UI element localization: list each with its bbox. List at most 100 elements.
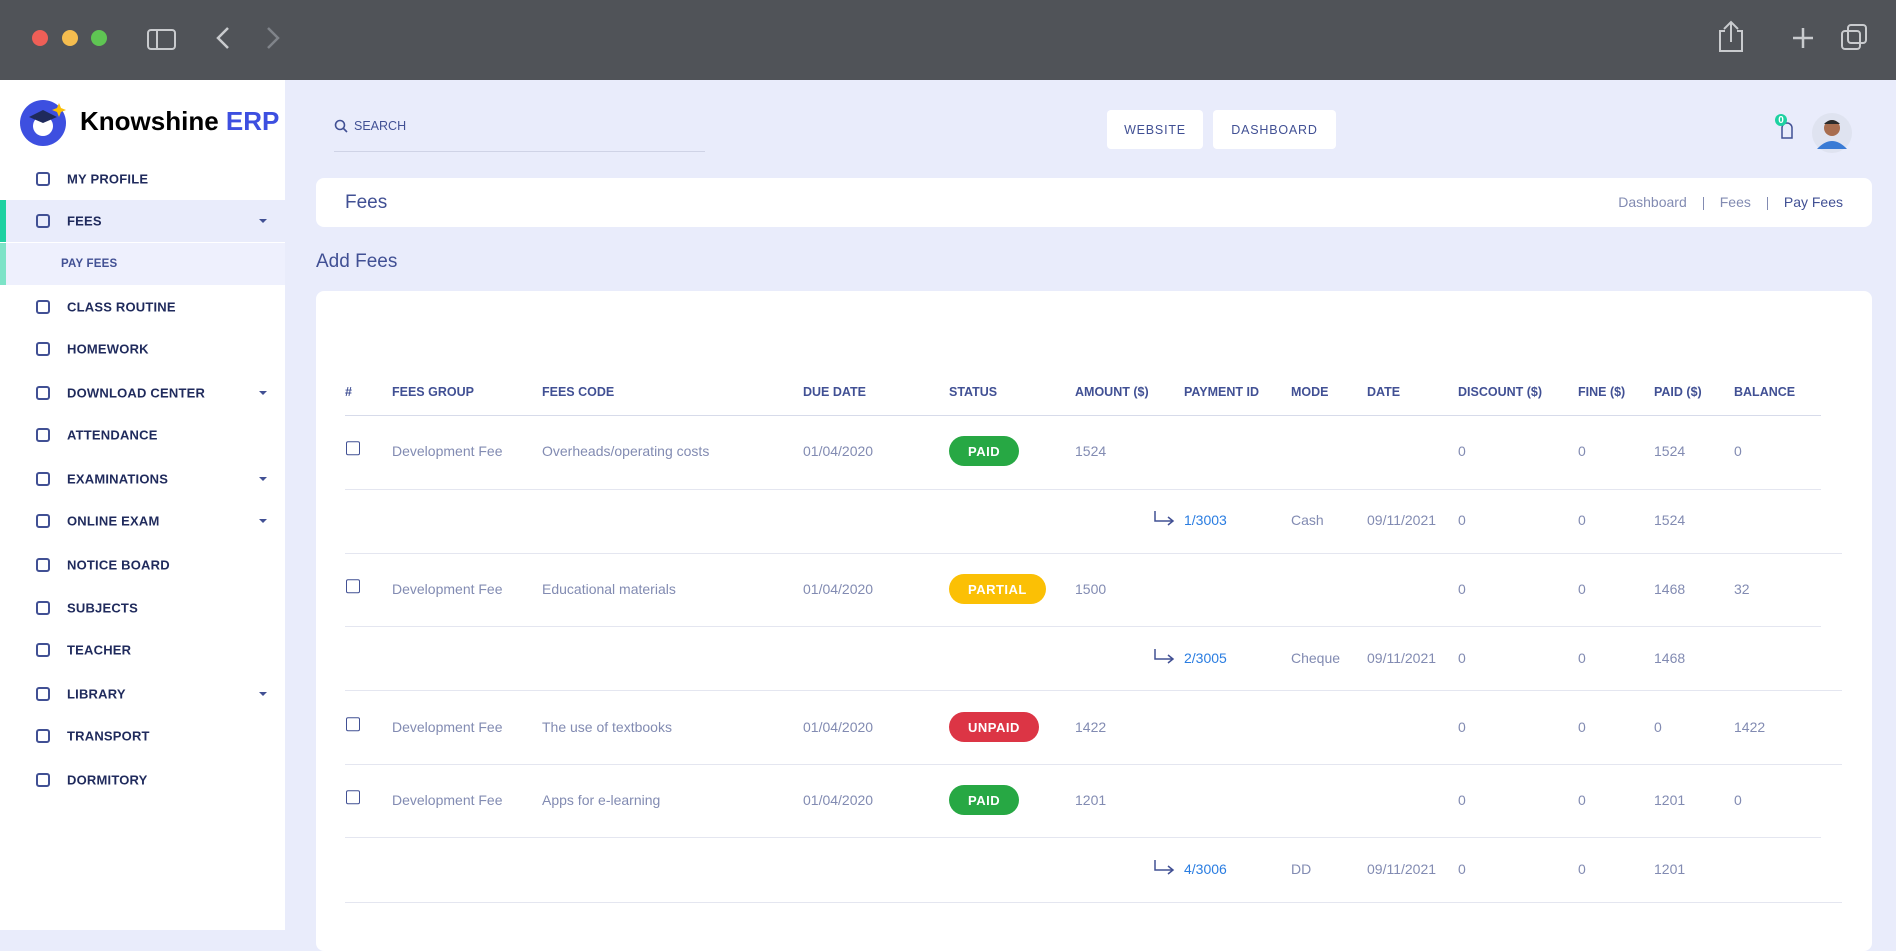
sub-row-arrow bbox=[1154, 511, 1175, 526]
cell-balance: 32 bbox=[1734, 581, 1750, 597]
nav-icon bbox=[36, 643, 50, 657]
search-icon bbox=[334, 119, 348, 133]
cell-group: Development Fee bbox=[392, 443, 503, 459]
dropdown-caret bbox=[259, 477, 267, 481]
column-header: STATUS bbox=[949, 385, 998, 399]
column-header: # bbox=[345, 385, 352, 399]
nav-icon bbox=[36, 687, 50, 701]
cell-paid: 1524 bbox=[1654, 512, 1686, 528]
column-header: AMOUNT ($) bbox=[1075, 385, 1149, 399]
cell-paid: 1468 bbox=[1654, 650, 1686, 666]
nav-item[interactable]: EXAMINATIONS bbox=[67, 471, 169, 487]
breadcrumb-separator bbox=[1702, 196, 1704, 210]
cell-paid: 1201 bbox=[1654, 792, 1686, 808]
cell-code: Overheads/operating costs bbox=[542, 443, 710, 459]
brand-suffix: ERP bbox=[225, 106, 280, 136]
nav-subitem[interactable]: PAY FEES bbox=[61, 258, 118, 270]
dashboard-button[interactable]: DASHBOARD bbox=[1213, 110, 1336, 149]
cell-group: Development Fee bbox=[392, 792, 503, 808]
notification-count: 0 bbox=[1778, 115, 1784, 126]
cell-payment-id[interactable]: 1/3003 bbox=[1184, 512, 1227, 528]
cell-paid: 0 bbox=[1654, 719, 1662, 735]
cell-fine: 0 bbox=[1578, 719, 1586, 735]
cell-fine: 0 bbox=[1578, 443, 1586, 459]
nav-item[interactable]: FEES bbox=[67, 213, 102, 229]
avatar[interactable] bbox=[1812, 113, 1852, 153]
notification-bell[interactable] bbox=[1774, 114, 1800, 144]
sidebar: Knowshine ERP MY PROFILE FEES PAY FEES CLAS… bbox=[0, 80, 285, 930]
cell-amount: 1524 bbox=[1075, 443, 1107, 459]
nav-icon bbox=[36, 729, 50, 743]
nav-item[interactable]: CLASS ROUTINE bbox=[67, 299, 176, 315]
cell-date: 09/11/2021 bbox=[1367, 861, 1437, 877]
cell-balance: 1422 bbox=[1734, 719, 1766, 735]
dropdown-caret bbox=[259, 219, 267, 223]
cell-fine: 0 bbox=[1578, 581, 1586, 597]
nav-icon bbox=[36, 558, 50, 572]
cell-balance: 0 bbox=[1734, 792, 1742, 808]
row-checkbox[interactable] bbox=[346, 717, 360, 732]
cell-payment-id[interactable]: 2/3005 bbox=[1184, 650, 1227, 666]
cell-due-date: 01/04/2020 bbox=[803, 443, 874, 459]
status-badge: PAID bbox=[949, 436, 1020, 466]
nav-item[interactable]: DOWNLOAD CENTER bbox=[67, 385, 206, 401]
cell-fine: 0 bbox=[1578, 861, 1586, 877]
website-button[interactable]: WEBSITE bbox=[1107, 110, 1203, 149]
nav-icon bbox=[36, 773, 50, 787]
cell-discount: 0 bbox=[1458, 650, 1466, 666]
row-checkbox[interactable] bbox=[346, 579, 360, 594]
row-checkbox[interactable] bbox=[346, 790, 360, 805]
nav-item[interactable]: ONLINE EXAM bbox=[67, 513, 160, 529]
status-badge: UNPAID bbox=[949, 712, 1039, 742]
search[interactable]: SEARCH bbox=[334, 106, 705, 152]
nav-icon bbox=[36, 214, 50, 228]
nav-item[interactable]: SUBJECTS bbox=[67, 600, 138, 616]
status-badge: PARTIAL bbox=[949, 574, 1046, 604]
nav-icon bbox=[36, 172, 50, 186]
cell-paid: 1201 bbox=[1654, 861, 1686, 877]
cell-due-date: 01/04/2020 bbox=[803, 719, 874, 735]
row-divider bbox=[345, 626, 1821, 627]
browser-toolbar bbox=[0, 0, 1896, 80]
nav-item[interactable]: NOTICE BOARD bbox=[67, 557, 170, 573]
nav-item[interactable]: ATTENDANCE bbox=[67, 427, 158, 443]
column-header: PAID ($) bbox=[1654, 385, 1702, 399]
logo bbox=[20, 100, 66, 146]
cell-date: 09/11/2021 bbox=[1367, 650, 1437, 666]
dropdown-caret bbox=[259, 391, 267, 395]
cell-fine: 0 bbox=[1578, 792, 1586, 808]
cell-mode: DD bbox=[1291, 861, 1312, 877]
cell-mode: Cheque bbox=[1291, 650, 1341, 666]
cell-payment-id[interactable]: 4/3006 bbox=[1184, 861, 1227, 877]
breadcrumb[interactable]: Dashboard bbox=[1618, 194, 1687, 210]
nav-item[interactable]: DORMITORY bbox=[67, 772, 148, 788]
nav-item[interactable]: HOMEWORK bbox=[67, 341, 149, 357]
breadcrumb[interactable]: Pay Fees bbox=[1783, 194, 1843, 210]
nav-item[interactable]: LIBRARY bbox=[67, 686, 126, 702]
nav-item[interactable]: TRANSPORT bbox=[67, 728, 150, 744]
page-header: Fees Dashboard Fees Pay Fees bbox=[316, 178, 1872, 227]
brand-name: Knowshine bbox=[80, 106, 219, 136]
cell-fine: 0 bbox=[1578, 512, 1586, 528]
row-divider bbox=[345, 837, 1821, 838]
dropdown-caret bbox=[259, 519, 267, 523]
nav-icon bbox=[36, 386, 50, 400]
row-checkbox[interactable] bbox=[346, 441, 360, 456]
cell-code: The use of textbooks bbox=[542, 719, 672, 735]
column-header: FEES CODE bbox=[542, 385, 615, 399]
nav-item[interactable]: TEACHER bbox=[67, 642, 132, 658]
status-badge: PAID bbox=[949, 785, 1020, 815]
sub-row-arrow bbox=[1154, 649, 1175, 664]
column-header: DUE DATE bbox=[803, 385, 866, 399]
nav-item[interactable]: MY PROFILE bbox=[67, 171, 149, 187]
section-title: Add Fees bbox=[316, 251, 398, 272]
cell-paid: 1468 bbox=[1654, 581, 1686, 597]
cell-due-date: 01/04/2020 bbox=[803, 581, 874, 597]
column-header: FEES GROUP bbox=[392, 385, 474, 399]
dropdown-caret bbox=[259, 692, 267, 696]
row-divider bbox=[345, 489, 1821, 490]
breadcrumb[interactable]: Fees bbox=[1719, 194, 1751, 210]
page-title: Fees bbox=[345, 192, 388, 213]
column-header: BALANCE bbox=[1734, 385, 1796, 399]
